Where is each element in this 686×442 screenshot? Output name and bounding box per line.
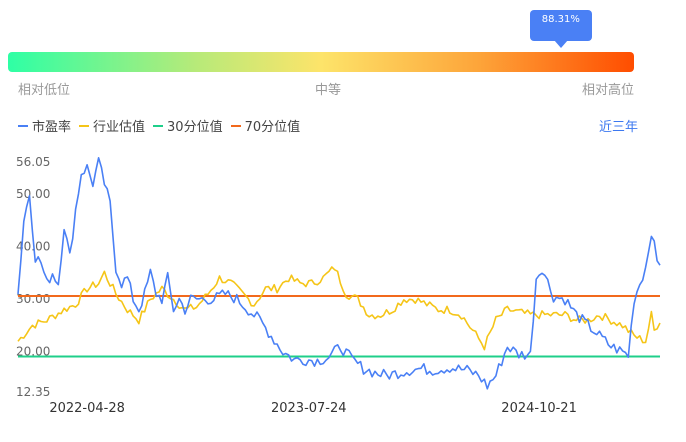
range-selector-3y[interactable]: 近三年	[599, 120, 639, 135]
chart-legend: 市盈率 行业估值 30分位值 70分位值	[18, 116, 300, 135]
legend-swatch-industry	[79, 124, 90, 127]
legend-item-pe[interactable]: 市盈率	[18, 116, 71, 135]
legend-item-p70[interactable]: 70分位值	[230, 116, 301, 135]
high-label: 相对高位	[582, 83, 635, 98]
legend-label-industry: 行业估值	[93, 120, 146, 135]
percentile-tooltip: 88.31%	[529, 10, 592, 48]
percentile-value: 88.31%	[541, 14, 580, 25]
y-tick-label: 30.00	[16, 292, 50, 306]
mid-label: 中等	[315, 83, 342, 98]
valuation-gradient-bar	[8, 52, 634, 72]
x-tick-label: 2024-10-21	[501, 401, 577, 416]
x-tick-label: 2023-07-24	[271, 401, 347, 416]
legend-label-pe: 市盈率	[32, 120, 72, 135]
legend-swatch-p30	[153, 124, 164, 127]
legend-item-industry[interactable]: 行业估值	[79, 116, 145, 135]
legend-label-p30: 30分位值	[167, 120, 223, 135]
y-tick-label: 56.05	[16, 155, 50, 169]
legend-swatch-pe	[18, 124, 28, 127]
y-tick-label: 20.00	[16, 345, 50, 359]
y-tick-label: 50.00	[16, 187, 50, 201]
x-tick-label: 2022-04-28	[49, 401, 125, 416]
legend-label-p70: 70分位值	[244, 120, 301, 135]
low-label: 相对低位	[18, 83, 71, 98]
series-line-pe	[17, 157, 661, 390]
y-tick-label: 12.35	[16, 385, 50, 399]
legend-swatch-p70	[230, 124, 241, 127]
series-line-industry	[17, 266, 661, 351]
legend-item-p30[interactable]: 30分位值	[153, 116, 223, 135]
